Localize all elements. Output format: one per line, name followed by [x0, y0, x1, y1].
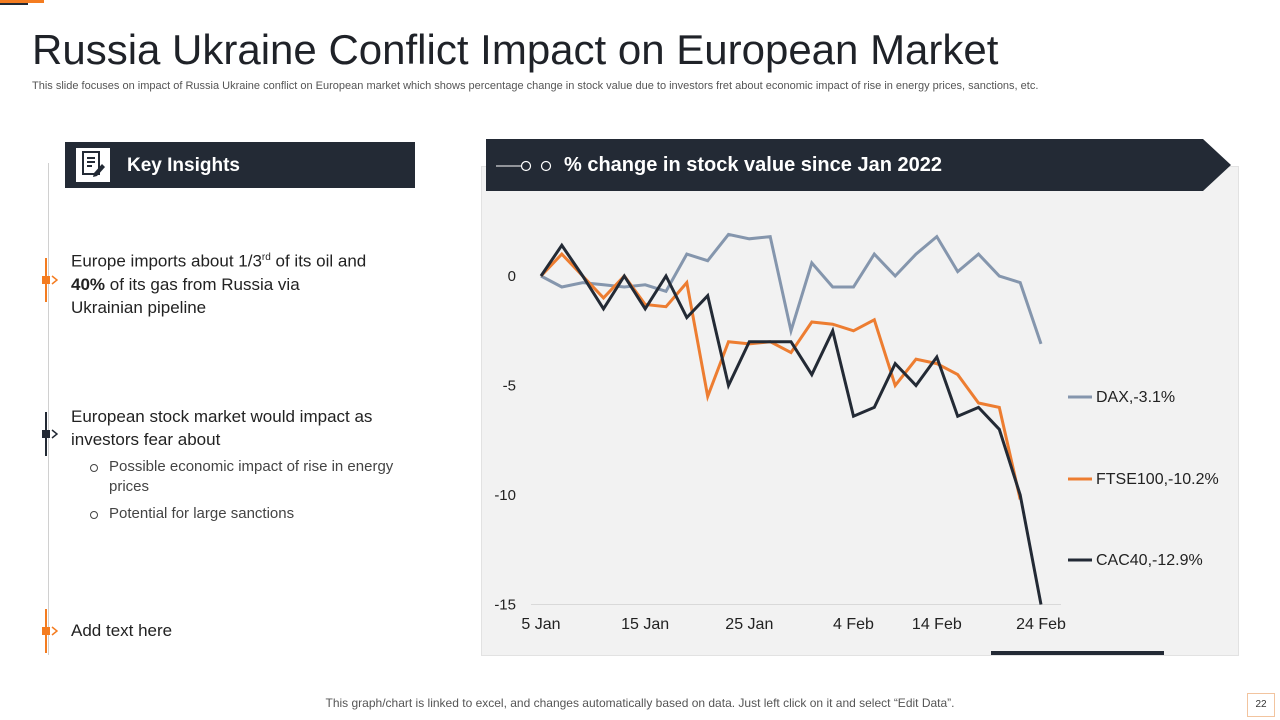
bullet-marker-icon — [42, 412, 58, 456]
document-icon — [76, 148, 110, 182]
series-line-cac40 — [539, 242, 1043, 605]
bullet-marker-icon — [42, 609, 58, 653]
y-tick-label: -10 — [494, 487, 516, 504]
chart-header-banner — [486, 139, 1231, 191]
series-line-dax — [540, 232, 1043, 345]
accent-bar-dark — [0, 3, 28, 5]
series-line-ftse100 — [539, 251, 1022, 500]
accent-bar — [0, 0, 44, 3]
key-insights-header: Key Insights — [65, 142, 415, 188]
chart-title: % change in stock value since Jan 2022 — [564, 154, 942, 176]
x-tick-label: 4 Feb — [833, 616, 874, 633]
insights-panel — [48, 163, 409, 655]
bullet-item: Potential for large sanctions — [90, 504, 399, 524]
page-number: 22 — [1247, 693, 1275, 717]
bullet-item: Possible economic impact of rise in ener… — [90, 457, 399, 497]
insight-2: European stock market would impact as in… — [71, 407, 373, 449]
x-tick-label: 24 Feb — [1016, 616, 1066, 633]
chart-area: 0 -5 -10 -15 5 Jan 15 Jan 25 Jan 4 Feb 14 Feb 24 … — [481, 166, 1239, 656]
footer-note: This graph/chart is linked to excel, and… — [325, 696, 955, 710]
insight-2-bullets: Possible economic impact of rise in ener… — [90, 457, 399, 531]
page-title: Russia Ukraine Conflict Impact on Europe… — [32, 26, 999, 73]
legend-label: FTSE100,-10.2% — [1096, 471, 1219, 488]
insight-1: Europe imports about 1/3rd of its oil an… — [71, 251, 367, 317]
legend-label: DAX,-3.1% — [1096, 389, 1175, 406]
page-subtitle: This slide focuses on impact of Russia U… — [32, 80, 1039, 92]
bullet-marker-icon — [42, 258, 58, 302]
x-tick-label: 14 Feb — [912, 616, 962, 633]
legend-label: CAC40,-12.9% — [1096, 552, 1203, 569]
line-chart: 0 -5 -10 -15 5 Jan 15 Jan 25 Jan 4 Feb 14 Feb 24 … — [494, 232, 1219, 633]
insight-3: Add text here — [71, 621, 173, 640]
y-tick-label: -15 — [494, 597, 516, 614]
x-tick-label: 5 Jan — [521, 616, 560, 633]
x-tick-label: 15 Jan — [621, 616, 669, 633]
y-tick-label: -5 — [503, 378, 516, 395]
x-tick-label: 25 Jan — [725, 616, 773, 633]
y-tick-label: 0 — [508, 268, 516, 285]
key-insights-title: Key Insights — [127, 155, 240, 176]
accent-bar-bottom — [991, 651, 1164, 655]
